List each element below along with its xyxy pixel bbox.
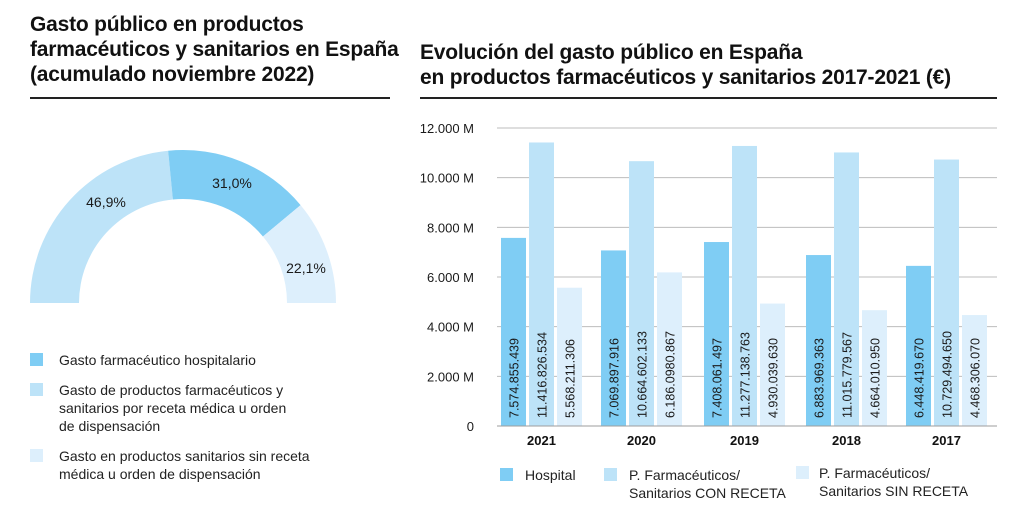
bar-chart-title: Evolución del gasto público en España en… <box>420 40 1020 90</box>
bar-value-label: 11.277.138.763 <box>739 332 753 418</box>
donut-slice-label: 22,1% <box>286 260 326 276</box>
bar <box>934 159 959 426</box>
x-tick-label: 2018 <box>832 433 861 448</box>
bar-value-label: 6.883.969.363 <box>813 338 827 418</box>
legend-label: Hospital <box>525 467 576 483</box>
right-title-divider <box>420 97 997 99</box>
bar-value-label: 4.664.010.950 <box>869 338 883 418</box>
x-tick-label: 2021 <box>527 433 556 448</box>
bar <box>629 161 654 426</box>
bar-value-label: 7.574.855.439 <box>508 338 522 418</box>
y-tick-label: 12.000 M <box>420 121 474 136</box>
left-title-divider <box>30 97 390 99</box>
bar-value-label: 6.186.0980.867 <box>664 331 678 418</box>
bar-value-label: 4.468.306.070 <box>969 338 983 418</box>
bar <box>834 152 859 426</box>
bar-value-label: 7.069.897.916 <box>608 338 622 418</box>
y-tick-label: 2.000 M <box>427 369 474 384</box>
bar <box>760 303 785 426</box>
bar-chart-title-line2: en productos farmacéuticos y sanitarios … <box>420 66 951 89</box>
bar <box>601 250 626 426</box>
x-tick-label: 2020 <box>627 433 656 448</box>
y-tick-label: 8.000 M <box>427 220 474 235</box>
legend-label: Gasto de productos farmacéuticos y sanit… <box>59 382 287 434</box>
legend-label: Gasto en productos sanitarios sin receta… <box>59 448 310 482</box>
bar-value-label: 7.408.061.497 <box>711 338 725 418</box>
donut-slice-label: 31,0% <box>212 175 252 191</box>
bar-value-label: 6.448.419.670 <box>913 338 927 418</box>
legend-swatch <box>796 466 809 479</box>
y-tick-label: 6.000 M <box>427 270 474 285</box>
bar <box>501 237 526 426</box>
bar <box>962 315 987 426</box>
x-tick-label: 2017 <box>932 433 961 448</box>
legend-swatch <box>500 468 513 481</box>
y-tick-label: 4.000 M <box>427 320 474 335</box>
bar <box>557 287 582 426</box>
bar-chart-title-line1: Evolución del gasto público en España <box>420 41 803 64</box>
y-tick-label: 0 <box>467 419 474 434</box>
x-tick-label: 2019 <box>730 433 759 448</box>
legend-label: P. Farmacéuticos/ Sanitarios CON RECETA <box>629 467 786 501</box>
bar <box>906 265 931 426</box>
donut-slice <box>168 150 301 237</box>
y-tick-label: 10.000 M <box>420 171 474 186</box>
bar-value-label: 10.729.494.650 <box>941 331 955 418</box>
bar <box>657 272 682 426</box>
legend-swatch <box>30 383 43 396</box>
legend-label: P. Farmacéuticos/ Sanitarios SIN RECETA <box>819 465 969 499</box>
donut-slice <box>30 150 173 303</box>
legend-label: Gasto farmacéutico hospitalario <box>59 352 256 368</box>
bar <box>806 255 831 426</box>
donut-slice-label: 46,9% <box>86 194 126 210</box>
legend-swatch <box>30 449 43 462</box>
bar-value-label: 4.930.039.630 <box>767 338 781 418</box>
bar <box>862 310 887 426</box>
donut-chart-title: Gasto público en productos farmacéuticos… <box>30 13 399 86</box>
bar-value-label: 10.664.602.133 <box>636 331 650 418</box>
donut-slice <box>262 205 336 303</box>
bar-value-label: 5.568.211.306 <box>564 339 578 418</box>
bar-value-label: 11.416.826.534 <box>536 332 550 418</box>
legend-swatch <box>604 468 617 481</box>
bar <box>704 242 729 426</box>
bar <box>529 142 554 426</box>
bar <box>732 145 757 426</box>
legend-swatch <box>30 353 43 366</box>
bar-value-label: 11.015.779.567 <box>841 332 855 418</box>
